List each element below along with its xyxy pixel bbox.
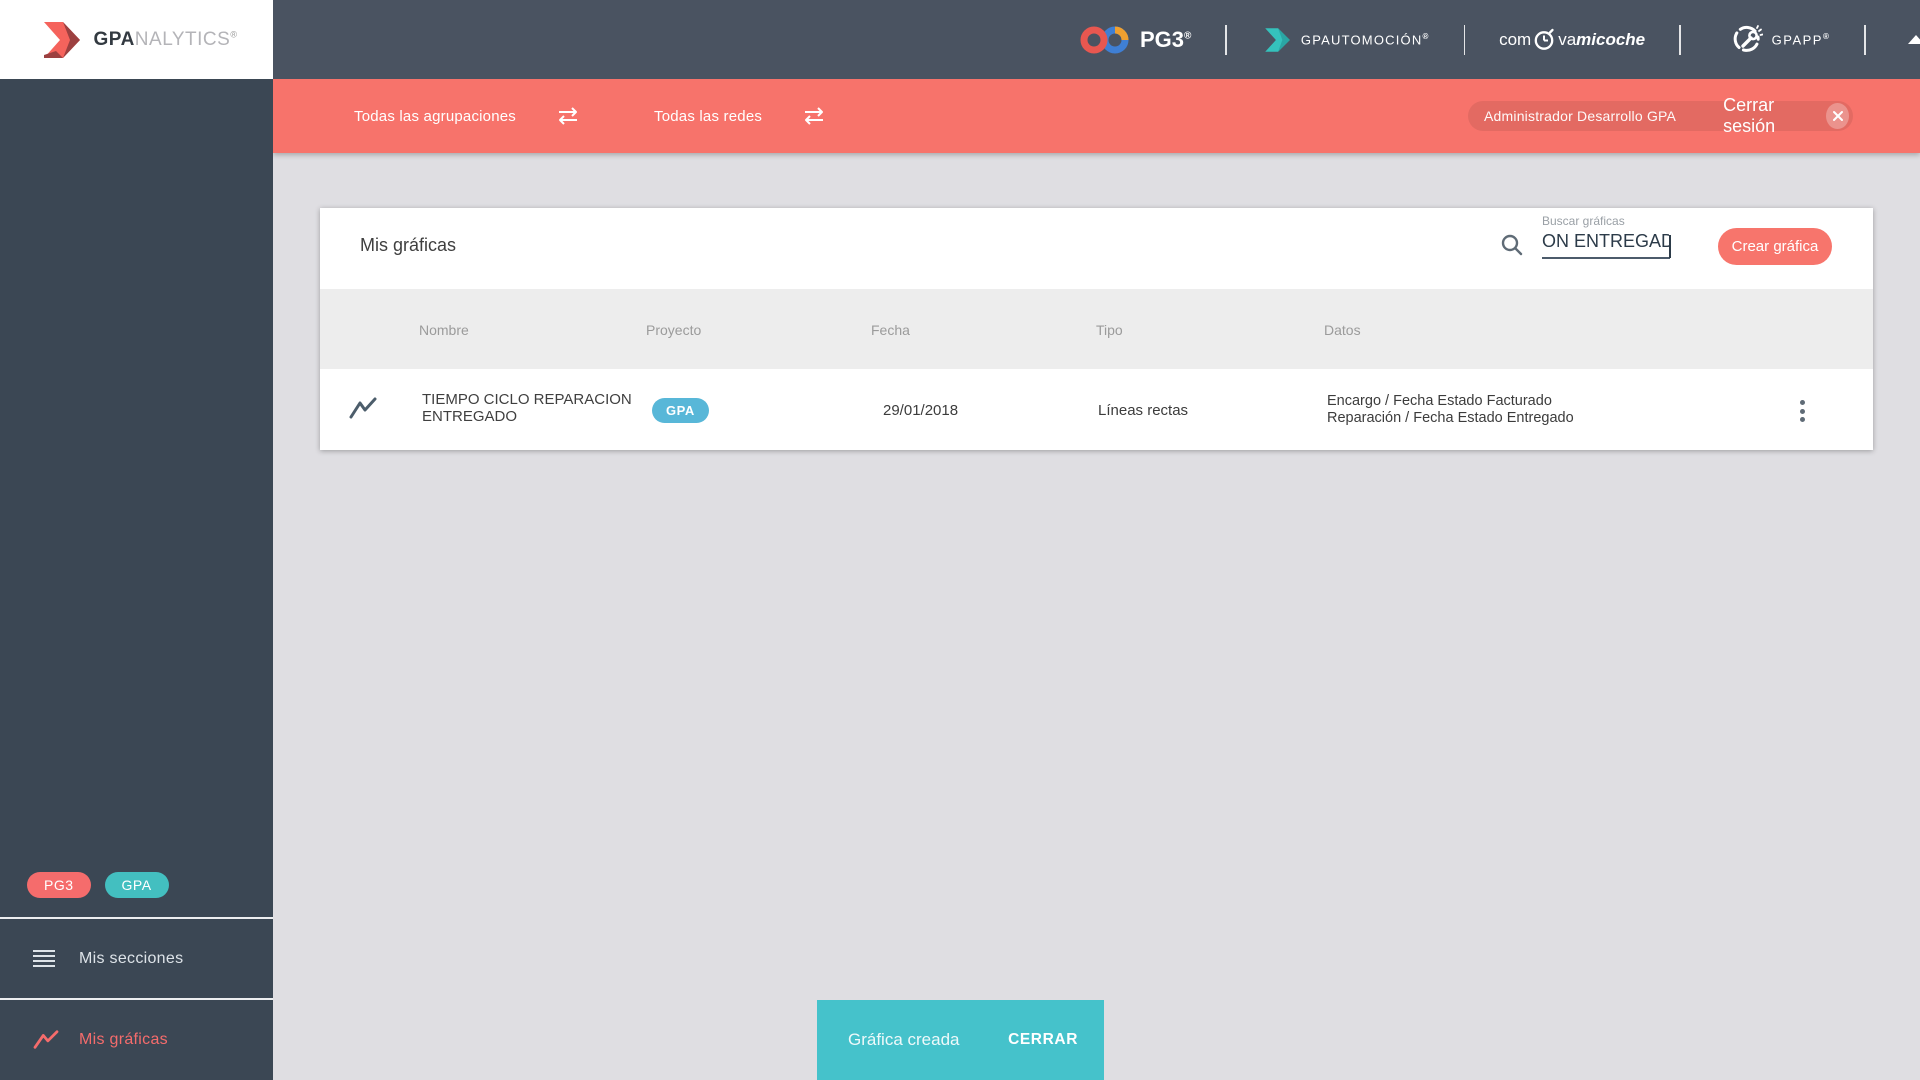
gpa-arrow-icon [43, 21, 80, 58]
toast-close-button[interactable]: CERRAR [1008, 1031, 1078, 1048]
mis-graficas-card: Mis gráficas Buscar gráficas Crear gráfi… [320, 208, 1873, 450]
search-input[interactable] [1542, 228, 1670, 259]
session-pill: Administrador Desarrollo GPA Cerrar sesi… [1468, 95, 1853, 136]
column-header-datos: Datos [1324, 322, 1361, 338]
date-cell: 29/01/2018 [883, 402, 959, 419]
chart-line-icon [349, 397, 377, 419]
clock-icon [1534, 28, 1554, 50]
sidebar-item-label: Mis secciones [79, 949, 184, 967]
filter-bar: Todas las agrupaciones Todas las redes A… [273, 79, 1920, 153]
logout-icon[interactable] [1826, 103, 1849, 129]
sidebar-item-label: Mis gráficas [79, 1031, 168, 1048]
badge-gpa[interactable]: GPA [104, 872, 169, 898]
text-cursor [1669, 235, 1671, 258]
pg3-logo[interactable]: PG3® [1079, 24, 1191, 56]
toast-message: Gráfica creada [848, 1030, 960, 1049]
search-field-label: Buscar gráficas [1542, 214, 1625, 228]
snackbar-toast: Gráfica creada CERRAR [817, 1000, 1104, 1080]
sidebar-divider [0, 917, 273, 919]
data-cell: Encargo / Fecha Estado Facturado Reparac… [1327, 393, 1574, 426]
sections-icon [33, 949, 55, 968]
sidebar-badges: PG3 GPA [27, 872, 169, 898]
search-icon[interactable] [1500, 233, 1524, 257]
sidebar-item-mis-graficas[interactable]: Mis gráficas [0, 1000, 273, 1080]
comovamicoche-logo[interactable]: com va micoche [1499, 28, 1645, 51]
project-badge: GPA [652, 398, 709, 423]
table-row[interactable]: TIEMPO CICLO REPARACION ENTREGADO GPA 29… [320, 369, 1873, 450]
sidebar: GPANALYTICS® PG3 GPA Mis secciones Mis g… [0, 0, 273, 1080]
column-header-fecha: Fecha [871, 322, 910, 338]
type-cell: Líneas rectas [1098, 402, 1189, 419]
column-header-proyecto: Proyecto [646, 322, 702, 338]
row-menu-icon[interactable] [1796, 396, 1809, 426]
page-title: Mis gráficas [360, 235, 457, 255]
swap-arrows-icon [559, 107, 578, 125]
gpanalytics-logo: GPANALYTICS® [0, 0, 273, 79]
top-app-bar: PG3® GPAUTOMOCIÓN® com va micoche [273, 0, 1920, 79]
sidebar-item-mis-secciones[interactable]: Mis secciones [0, 919, 273, 998]
sidebar-divider [0, 998, 273, 1000]
table-header: Nombre Proyecto Fecha Tipo Datos [320, 289, 1873, 369]
agrupaciones-selector[interactable]: Todas las agrupaciones [354, 79, 580, 153]
search-field: Buscar gráficas [1542, 214, 1671, 259]
gpapp-logo[interactable]: GPAPP® [1733, 24, 1831, 55]
current-user-label: Administrador Desarrollo GPA [1484, 108, 1677, 124]
product-logos: PG3® GPAUTOMOCIÓN® com va micoche [1079, 0, 1920, 79]
swap-arrows-icon [805, 107, 824, 125]
column-header-nombre: Nombre [419, 322, 469, 338]
chart-line-icon [33, 1030, 59, 1049]
logo-separator [1463, 24, 1466, 55]
chart-name-cell: TIEMPO CICLO REPARACION ENTREGADO [422, 391, 632, 425]
create-chart-button[interactable]: Crear gráfica [1718, 228, 1832, 265]
logout-button[interactable]: Cerrar sesión [1723, 95, 1776, 136]
gpanalytics-wordmark: GPANALYTICS® [93, 28, 238, 50]
logo-separator [1864, 24, 1866, 55]
logo-separator [1225, 24, 1227, 55]
collapse-caret-icon[interactable] [1907, 35, 1920, 44]
pg3-infinity-icon [1080, 26, 1129, 53]
column-header-tipo: Tipo [1096, 322, 1123, 338]
badge-pg3[interactable]: PG3 [27, 872, 91, 898]
gpautomocion-logo[interactable]: GPAUTOMOCIÓN® [1261, 25, 1430, 55]
wrench-gear-icon [1733, 24, 1763, 52]
logo-separator [1679, 24, 1681, 55]
gpautomocion-arrow-icon [1265, 27, 1290, 52]
redes-selector[interactable]: Todas las redes [654, 79, 826, 153]
